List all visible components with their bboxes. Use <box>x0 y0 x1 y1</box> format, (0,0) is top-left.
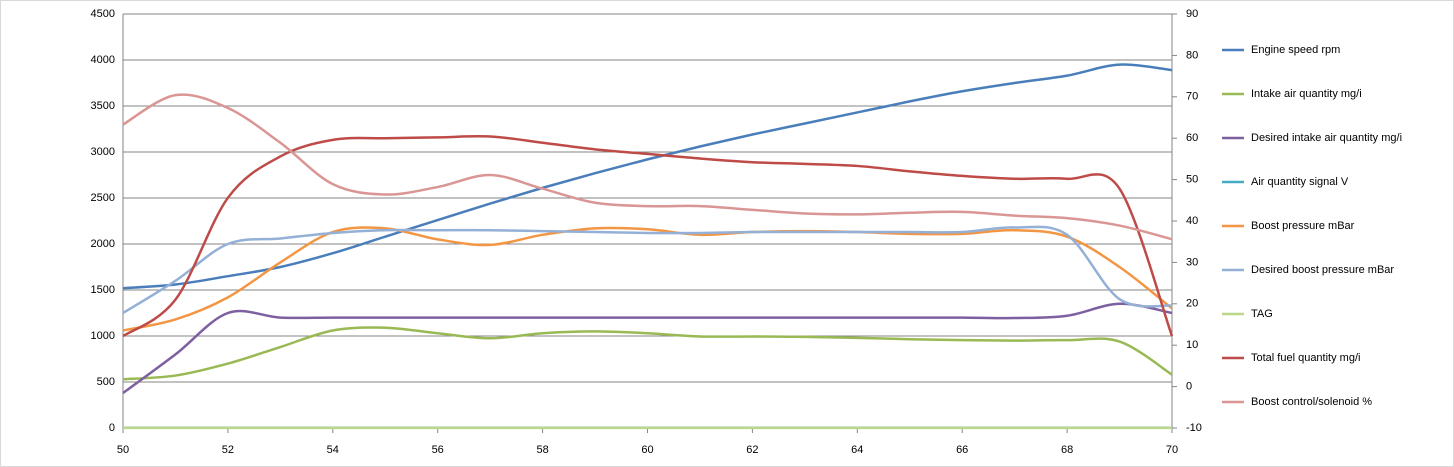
x-tick-label: 58 <box>536 444 548 456</box>
legend-label: Engine speed rpm <box>1251 44 1340 56</box>
legend-label: Desired intake air quantity mg/i <box>1251 132 1402 144</box>
y-tick-label: 500 <box>97 376 115 388</box>
x-tick-label: 56 <box>432 444 444 456</box>
y-tick-label: 2500 <box>91 192 115 204</box>
y2-tick-label: 50 <box>1186 174 1198 186</box>
y-tick-label: 2000 <box>91 238 115 250</box>
series-line <box>122 63 1173 290</box>
y2-tick-label: 80 <box>1186 49 1198 61</box>
x-tick-label: 50 <box>117 444 129 456</box>
series-line <box>122 225 1173 315</box>
series-line <box>122 226 1173 332</box>
series-line <box>122 93 1173 241</box>
y2-tick-label: 70 <box>1186 91 1198 103</box>
y2-tick-label: 10 <box>1186 339 1198 351</box>
x-tick-label: 64 <box>851 444 863 456</box>
y2-tick-label: 20 <box>1186 298 1198 310</box>
y-tick-label: 1000 <box>91 330 115 342</box>
legend-label: Desired boost pressure mBar <box>1251 264 1394 276</box>
legend-label: Boost control/solenoid % <box>1251 396 1372 408</box>
legend-label: Total fuel quantity mg/i <box>1251 352 1360 364</box>
y2-tick-label: 0 <box>1186 381 1192 393</box>
x-tick-label: 62 <box>746 444 758 456</box>
y2-tick-label: 60 <box>1186 132 1198 144</box>
series-line <box>122 135 1174 338</box>
y2-tick-label: -10 <box>1186 422 1202 434</box>
x-tick-label: 54 <box>327 444 339 456</box>
series-line <box>122 302 1173 395</box>
legend-label: Air quantity signal V <box>1251 176 1349 188</box>
y-tick-label: 3500 <box>91 100 115 112</box>
x-tick-label: 60 <box>641 444 653 456</box>
y-tick-label: 4000 <box>91 54 115 66</box>
legend-label: Intake air quantity mg/i <box>1251 88 1362 100</box>
legend-label: TAG <box>1251 308 1273 320</box>
y2-tick-label: 30 <box>1186 256 1198 268</box>
x-tick-label: 66 <box>956 444 968 456</box>
series-line <box>122 326 1173 381</box>
y2-tick-label: 90 <box>1186 8 1198 20</box>
y2-tick-label: 40 <box>1186 215 1198 227</box>
y-tick-label: 1500 <box>91 284 115 296</box>
y-tick-label: 3000 <box>91 146 115 158</box>
y-tick-label: 4500 <box>91 8 115 20</box>
x-tick-label: 70 <box>1166 444 1178 456</box>
y-tick-label: 0 <box>109 422 115 434</box>
x-tick-label: 68 <box>1061 444 1073 456</box>
legend-label: Boost pressure mBar <box>1251 220 1355 232</box>
x-tick-label: 52 <box>222 444 234 456</box>
